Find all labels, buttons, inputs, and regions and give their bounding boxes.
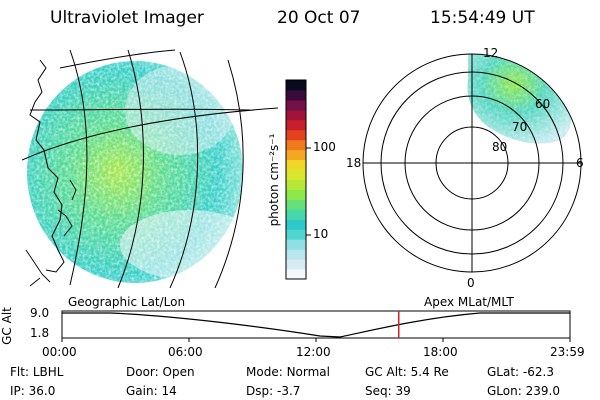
apex-label: Apex MLat/MLT [424, 295, 514, 309]
mlt-label-0: 0 [467, 276, 475, 290]
app-title: Ultraviolet Imager [50, 8, 204, 28]
timeline-xtick: 12:00 [296, 345, 331, 359]
colorbar-cell [286, 169, 306, 180]
info-door: Door: Open [126, 365, 195, 379]
altitude-curve [62, 312, 570, 338]
info-dsp: Dsp: -3.7 [246, 384, 301, 398]
colorbar-cell [286, 80, 306, 91]
timeline-ticks [61, 338, 571, 342]
info-glat: GLat: -62.3 [487, 365, 554, 379]
colorbar-cell [286, 149, 306, 161]
info-gain: Gain: 14 [126, 384, 177, 398]
colorbar-tick-100: 100 [313, 140, 336, 154]
geographic-image [22, 49, 278, 288]
mlt-label-12: 12 [483, 46, 499, 60]
polar-grid [362, 53, 582, 273]
colorbar-cell [286, 109, 306, 121]
colorbar-cell [286, 229, 306, 240]
colorbar-tick-10: 10 [313, 227, 329, 241]
colorbar-cell [286, 189, 306, 200]
timeline-ytick-low: 1.8 [30, 326, 50, 340]
timeline-xtick: 23:59 [550, 345, 585, 359]
colorbar-cell [286, 159, 306, 171]
timeline-ylabel: GC Alt [0, 307, 14, 345]
mlt-label-6: 6 [576, 156, 584, 170]
colorbar-cell [286, 199, 306, 210]
info-mode: Mode: Normal [246, 365, 330, 379]
info-flt: Flt: LBHL [10, 365, 64, 379]
coastline [29, 59, 65, 273]
colorbar-cell [286, 129, 306, 141]
timeline-xtick: 00:00 [42, 345, 77, 359]
mlt-label-18: 18 [346, 156, 362, 170]
colorbar-cells [286, 80, 306, 280]
mlat-label-60: 60 [535, 97, 551, 111]
info-glon: GLon: 239.0 [487, 384, 560, 398]
colorbar-cell [286, 89, 306, 101]
info-gcalt: GC Alt: 5.4 Re [365, 365, 449, 379]
colorbar-cell [286, 119, 306, 131]
mlat-label-70: 70 [512, 120, 528, 134]
timeline-xtick: 06:00 [168, 345, 203, 359]
timeline-xtick: 18:00 [423, 345, 458, 359]
polar-plot [362, 53, 582, 273]
info-seq: Seq: 39 [365, 384, 411, 398]
latlon-grid [22, 49, 278, 288]
date-label: 20 Oct 07 [277, 8, 361, 28]
timeline-ytick-high: 9.0 [30, 306, 50, 320]
mlat-label-80: 80 [492, 140, 508, 154]
colorbar-cell [286, 209, 306, 220]
colorbar-cell [286, 259, 306, 270]
colorbar-cell [286, 219, 306, 230]
colorbar-cell [286, 99, 306, 111]
timeline [61, 310, 571, 342]
colorbar-cell [286, 249, 306, 260]
colorbar-cell [286, 179, 306, 190]
colorbar-cell [286, 139, 306, 151]
time-label: 15:54:49 UT [430, 8, 535, 28]
colorbar [285, 79, 311, 280]
colorbar-label: photon cm⁻²s⁻¹ [267, 133, 281, 227]
geographic-label: Geographic Lat/Lon [68, 295, 186, 309]
colorbar-cell [286, 239, 306, 250]
colorbar-cell [286, 269, 306, 280]
info-ip: IP: 36.0 [10, 384, 56, 398]
